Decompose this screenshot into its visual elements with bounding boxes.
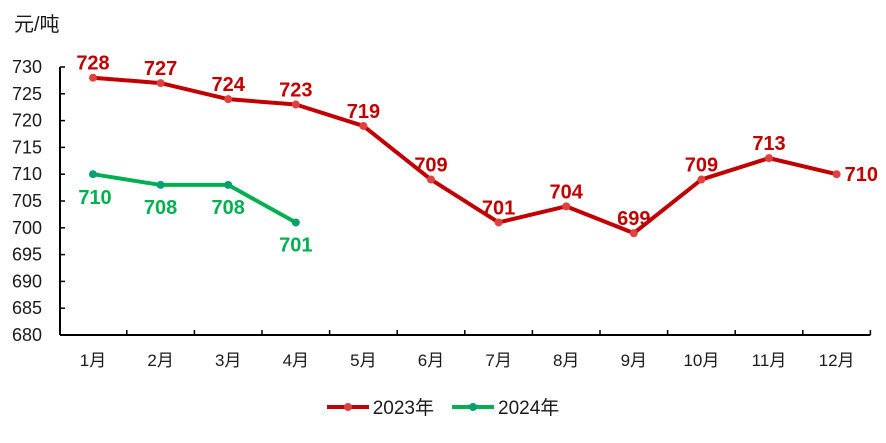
data-label: 710 [845,164,878,186]
data-point-marker[interactable] [697,175,706,184]
data-label: 727 [144,58,177,80]
legend-item-2024[interactable]: 2024年 [452,393,559,420]
series-group [89,73,841,238]
data-point-marker[interactable] [224,95,233,104]
data-label: 701 [279,234,312,256]
data-point-marker[interactable] [291,100,300,109]
y-tick-label: 725 [12,84,42,104]
y-tick-label: 695 [12,245,42,265]
y-tick-label: 715 [12,137,42,157]
data-point-marker[interactable] [427,175,435,184]
x-tick-label: 8月 [553,351,579,370]
x-tick-label: 2月 [147,351,173,370]
y-tick-label: 690 [12,271,42,291]
y-tick-label: 705 [12,191,42,211]
data-point-marker[interactable] [89,170,97,179]
y-tick-label: 680 [12,325,42,345]
data-label: 728 [76,53,109,75]
x-tick-label: 11月 [752,351,787,370]
data-label: 708 [212,197,245,219]
x-tick-label: 10月 [683,351,719,370]
legend-label: 2024年 [498,398,560,419]
y-tick-label: 710 [12,164,42,184]
x-tick-label: 6月 [418,351,444,370]
data-label: 709 [685,155,718,177]
x-tick-label: 12月 [819,351,855,370]
y-axis-unit-label: 元/吨 [14,14,60,36]
x-tick-label: 5月 [350,351,376,370]
x-tick-label: 9月 [621,351,647,370]
data-point-marker[interactable] [224,180,233,189]
data-point-marker[interactable] [562,202,571,211]
legend-line-marker-icon [452,402,494,411]
data-point-marker[interactable] [359,121,368,130]
x-tick-label: 1月 [80,351,106,370]
data-label: 699 [617,208,650,230]
data-label: 719 [347,101,380,123]
data-point-marker[interactable] [832,170,841,179]
series-line [92,75,838,236]
data-label: 701 [482,197,515,219]
legend-label: 2023年 [372,398,434,419]
data-label: 709 [414,155,447,177]
y-tick-label: 700 [12,218,42,238]
y-tick-label: 685 [12,298,42,318]
data-point-marker[interactable] [156,79,165,88]
legend: 2023年 2024年 [0,393,886,420]
data-point-marker[interactable] [291,218,300,227]
data-point-marker[interactable] [629,229,638,238]
x-tick-label: 3月 [215,351,241,370]
series-line [92,172,297,225]
data-point-marker[interactable] [156,180,165,189]
x-tick-label: 7月 [485,351,511,370]
data-label: 704 [550,181,584,203]
data-point-marker[interactable] [494,218,503,227]
x-tick-label: 4月 [283,351,309,370]
data-point-marker[interactable] [765,154,773,163]
axes: 680 685 690 695 700 705 710 715 720 725 730 1月 2月 3月 4… [12,57,872,370]
data-label: 724 [212,74,246,96]
data-label: 713 [752,133,785,155]
legend-line-marker-icon [326,402,369,411]
data-label: 710 [78,187,111,209]
data-label: 708 [144,197,177,219]
data-label: 723 [279,80,312,102]
y-tick-label: 730 [12,57,42,77]
y-tick-label: 720 [12,111,42,131]
data-point-marker[interactable] [89,73,97,82]
data-labels: 728 727 724 723 719 709 701 704 699 709 713 710 710 7… [76,53,878,257]
legend-item-2023[interactable]: 2023年 [326,393,434,420]
